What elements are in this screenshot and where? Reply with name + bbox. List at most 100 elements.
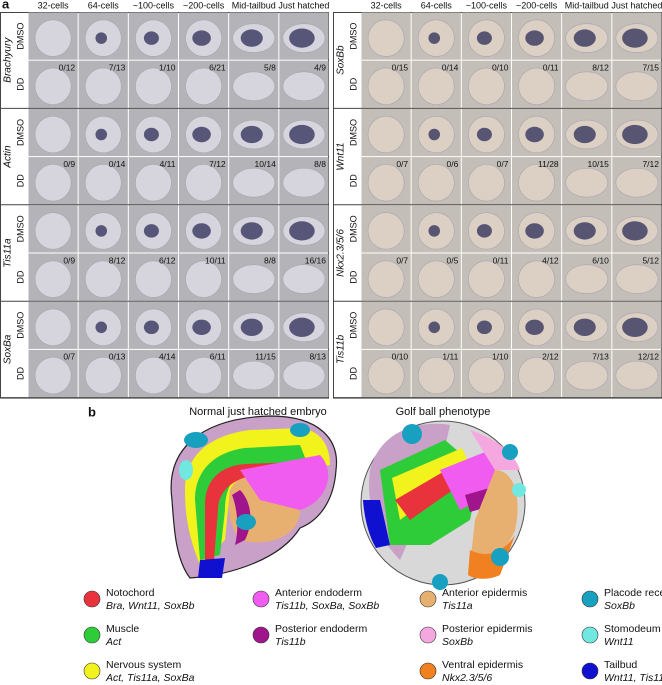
embryo <box>615 360 659 391</box>
fraction-label: 0/12 <box>59 62 76 72</box>
fraction-label: 0/9 <box>63 159 75 169</box>
stain <box>476 127 492 142</box>
legend-name: Ventral epidermis <box>442 659 523 671</box>
fraction-label: 0/14 <box>442 62 459 72</box>
gene-label: Nkx2.3/5/6 <box>336 229 347 277</box>
embryo <box>232 167 276 198</box>
legend-genes: Bra, Wnt11, SoxBb <box>106 600 195 612</box>
stain <box>240 125 263 144</box>
gene-label: SoxBb <box>336 45 347 75</box>
legend-name: Muscle <box>106 623 139 635</box>
embryo <box>135 67 172 105</box>
embryo <box>135 164 172 202</box>
normal-embryo-diagram <box>170 415 338 579</box>
embryo <box>417 67 455 105</box>
legend-swatch <box>419 626 437 644</box>
embryo <box>34 19 72 57</box>
legend-genes: Act, Tis11a, SoxBa <box>105 672 195 684</box>
fraction-label: 8/12 <box>109 255 126 265</box>
embryo <box>282 167 326 198</box>
column-header: Mid-tailbud <box>565 0 609 10</box>
legend-genes: SoxBb <box>442 636 473 648</box>
embryo <box>367 260 405 298</box>
embryo <box>34 115 72 154</box>
legend-name: Notochord <box>106 587 155 599</box>
fraction-label: 8/8 <box>264 255 276 265</box>
condition-label: DD <box>348 367 358 380</box>
legend-swatch <box>581 590 599 608</box>
condition-label: DD <box>348 270 358 283</box>
fraction-label: 6/21 <box>209 62 226 72</box>
column-header: Just hatched <box>611 0 662 10</box>
fraction-label: 0/15 <box>392 62 409 72</box>
legend-name: Nervous system <box>106 659 182 671</box>
fraction-label: 0/7 <box>497 159 509 169</box>
fraction-label: 5/8 <box>264 62 276 72</box>
stain <box>573 222 596 240</box>
fraction-label: 11/15 <box>255 352 276 362</box>
legend-genes: Tis11b, SoxBa, SoxBb <box>275 600 379 612</box>
fraction-label: 0/5 <box>447 255 459 265</box>
embryo <box>565 264 609 294</box>
stain <box>192 126 211 143</box>
fraction-label: 0/13 <box>109 352 126 362</box>
embryo <box>282 264 326 294</box>
legend-swatch <box>581 626 599 644</box>
condition-label: DD <box>15 270 25 283</box>
condition-label: DD <box>15 367 25 380</box>
condition-label: DMSO <box>348 119 358 146</box>
embryo <box>185 164 222 202</box>
stain <box>525 223 544 239</box>
embryo <box>565 167 609 198</box>
column-header: 32-cells <box>371 0 403 10</box>
stain <box>622 221 648 241</box>
fraction-label: 10/14 <box>255 159 277 169</box>
fraction-label: 0/14 <box>109 159 126 169</box>
stain <box>428 128 441 141</box>
stain <box>95 225 108 237</box>
fraction-label: 6/11 <box>210 352 226 362</box>
legend-swatch <box>419 662 437 680</box>
column-header: ~100-cells <box>133 0 175 10</box>
embryo <box>417 356 455 395</box>
embryo <box>565 71 609 102</box>
stain <box>240 318 263 336</box>
fraction-label: 7/12 <box>209 159 226 169</box>
embryo <box>185 356 222 395</box>
fraction-label: 8/8 <box>314 159 326 169</box>
diagram-title: Golf ball phenotype <box>396 406 491 418</box>
embryo <box>468 67 505 105</box>
embryo <box>367 164 405 202</box>
embryo <box>565 360 609 391</box>
legend-genes: Wnt11 <box>604 636 634 648</box>
fraction-label: 0/7 <box>396 255 408 265</box>
condition-label: DMSO <box>15 119 25 146</box>
fraction-label: 0/11 <box>493 255 509 265</box>
gene-label: Tis11a <box>3 238 14 268</box>
condition-label: DMSO <box>348 312 358 339</box>
condition-label: DD <box>348 174 358 187</box>
fraction-label: 12/12 <box>638 352 660 362</box>
fraction-label: 16/16 <box>305 255 327 265</box>
stain <box>622 317 648 337</box>
embryo <box>34 308 72 346</box>
fraction-label: 6/10 <box>592 255 609 265</box>
legend-genes: Tis11b <box>275 636 306 648</box>
legend-swatch <box>83 590 101 608</box>
embryo <box>367 19 405 57</box>
condition-label: DD <box>15 77 25 90</box>
embryo <box>135 260 172 298</box>
embryo <box>34 67 72 105</box>
stain <box>289 28 315 48</box>
fraction-label: 7/13 <box>109 62 126 72</box>
fraction-label: 8/12 <box>592 62 609 72</box>
stain <box>428 32 441 44</box>
stain <box>289 124 315 145</box>
stain <box>240 29 263 47</box>
legend-name: Anterior endoderm <box>275 587 362 599</box>
fraction-label: 10/15 <box>588 159 610 169</box>
stain <box>143 224 159 238</box>
fraction-label: 0/7 <box>396 159 408 169</box>
column-header: Mid-tailbud <box>232 0 276 10</box>
